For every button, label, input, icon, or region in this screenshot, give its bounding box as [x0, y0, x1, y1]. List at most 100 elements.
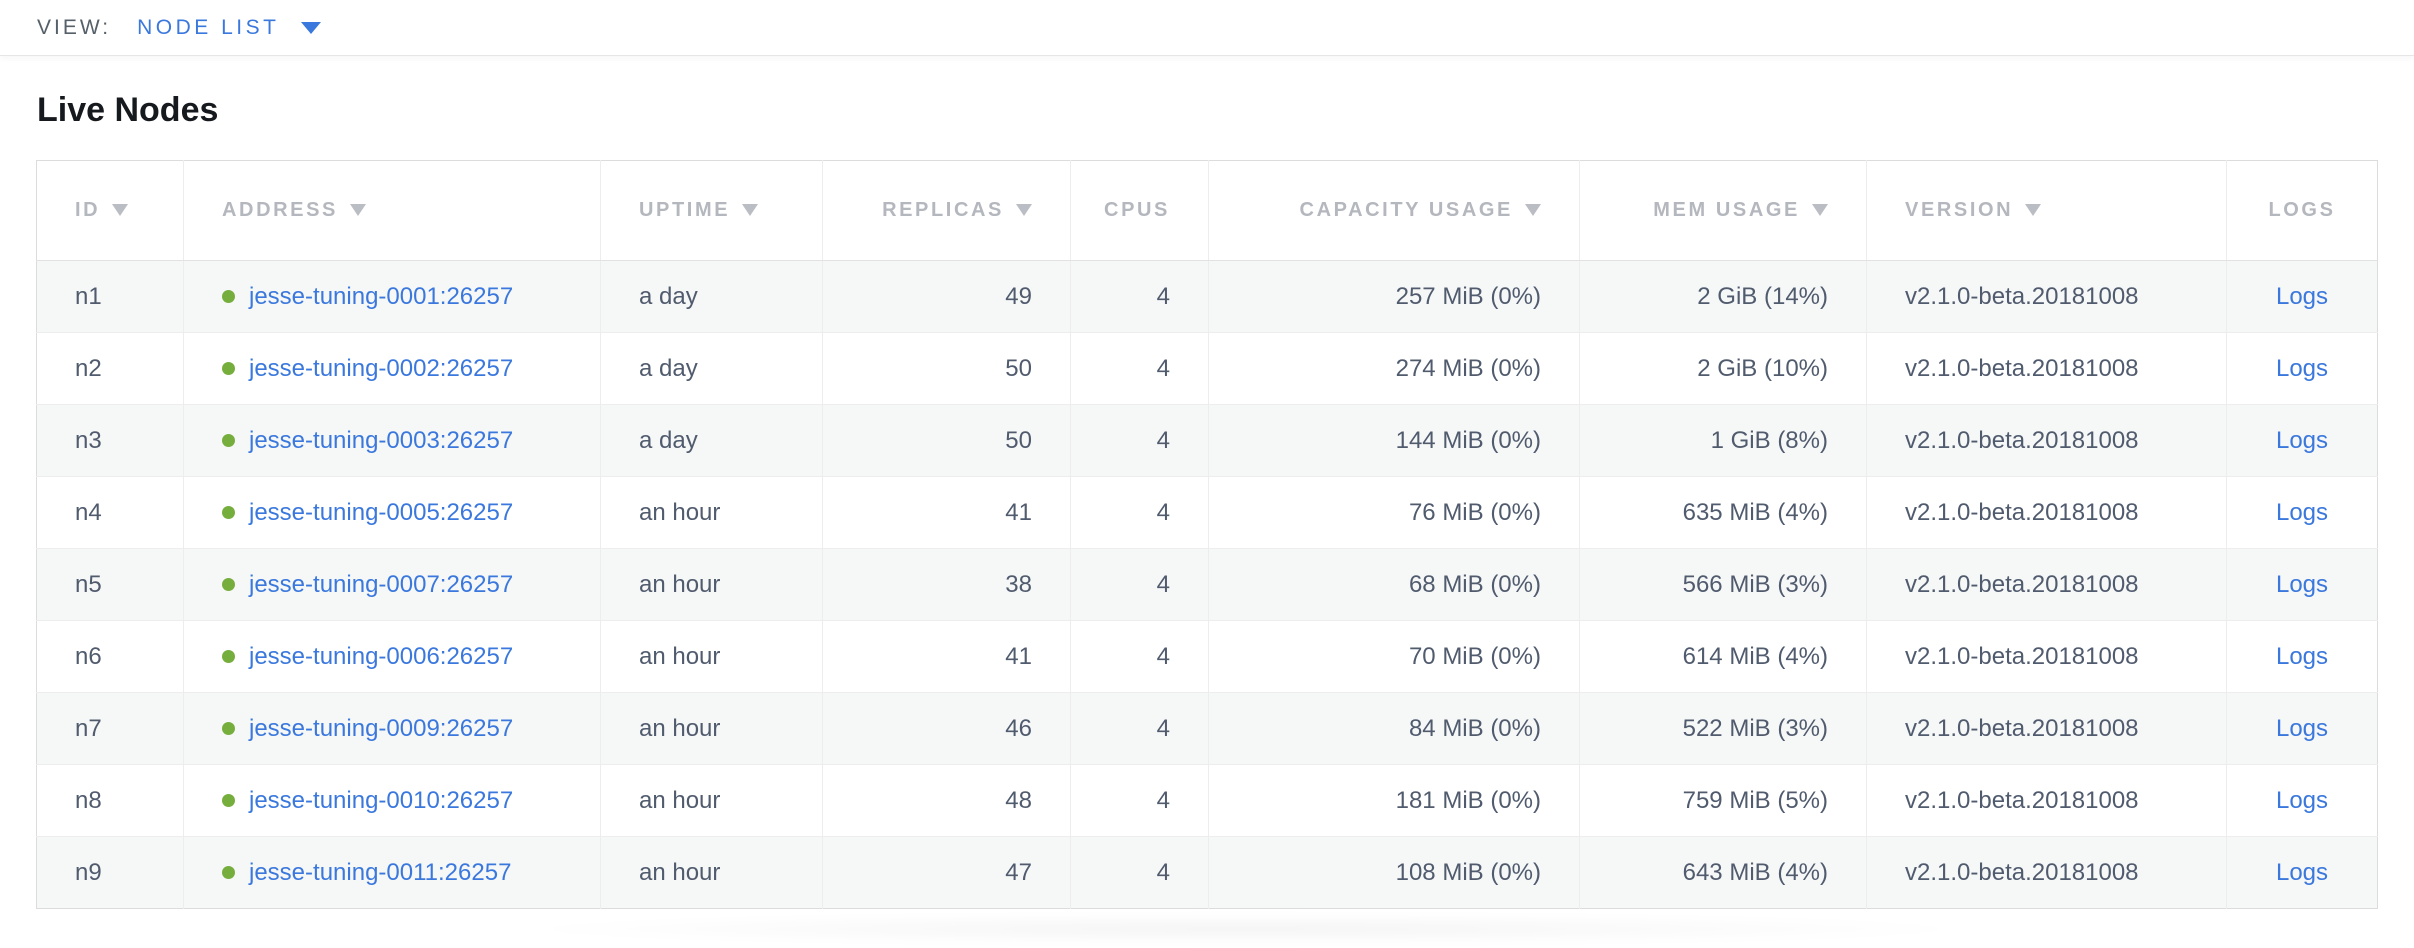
- address-link[interactable]: jesse-tuning-0005:26257: [249, 498, 514, 526]
- cell-id: n6: [36, 620, 184, 693]
- cell-capacity_usage: 274 MiB (0%): [1208, 332, 1580, 405]
- logs-link[interactable]: Logs: [2275, 282, 2329, 310]
- table-row: n5 jesse-tuning-0007:26257 an hour 38 4 68 Mi…: [36, 548, 2378, 621]
- node-live-status-icon: [222, 290, 235, 304]
- view-label: VIEW:: [37, 15, 112, 39]
- cell-address: jesse-tuning-0006:26257: [183, 620, 601, 693]
- sort-desc-icon: [1016, 203, 1032, 216]
- cell-logs: Logs: [2226, 836, 2378, 909]
- cell-logs: Logs: [2226, 332, 2378, 405]
- cell-cpus: 4: [1070, 692, 1209, 765]
- column-header-uptime[interactable]: UPTIME: [600, 160, 823, 261]
- node-live-status-icon: [222, 866, 235, 880]
- logs-link[interactable]: Logs: [2275, 354, 2329, 382]
- cell-cpus: 4: [1070, 260, 1209, 333]
- node-live-status-icon: [222, 434, 235, 448]
- cell-id: n5: [36, 548, 184, 621]
- live-nodes-table: ID ADDRESS UPTIME REPLICAS CPUS CAPACITY USAG…: [36, 160, 2378, 909]
- scroll-shadow: [520, 914, 1970, 944]
- cell-id: n1: [75, 282, 102, 310]
- cell-address: jesse-tuning-0010:26257: [183, 764, 601, 837]
- cell-version: v2.1.0-beta.20181008: [1866, 548, 2227, 621]
- cell-capacity_usage: 70 MiB (0%): [1208, 620, 1580, 693]
- selected-view-label: NODE LIST: [137, 15, 280, 39]
- address-link[interactable]: jesse-tuning-0010:26257: [249, 786, 514, 814]
- cell-id: n2: [36, 332, 184, 405]
- logs-link[interactable]: Logs: [2275, 426, 2329, 454]
- table-row: n9 jesse-tuning-0011:26257 an hour 47 4 108 M…: [36, 836, 2378, 909]
- cell-capacity_usage: 76 MiB (0%): [1208, 476, 1580, 549]
- column-header-replicas[interactable]: REPLICAS: [822, 160, 1071, 261]
- cell-version: v2.1.0-beta.20181008: [1866, 260, 2227, 333]
- cell-cpus: 4: [1070, 476, 1209, 549]
- node-live-status-icon: [222, 650, 235, 664]
- cell-mem_usage: 2 GiB (14%): [1579, 260, 1867, 333]
- cell-address: jesse-tuning-0003:26257: [183, 404, 601, 477]
- cell-mem_usage: 1 GiB (8%): [1579, 404, 1867, 477]
- table-row: n8 jesse-tuning-0010:26257 an hour 48 4 181 M…: [36, 764, 2378, 837]
- cell-id: n8: [36, 764, 184, 837]
- cell-id: n3: [36, 404, 184, 477]
- cell-logs: Logs: [2226, 476, 2378, 549]
- address-link[interactable]: jesse-tuning-0006:26257: [249, 642, 514, 670]
- node-live-status-icon: [222, 578, 235, 592]
- cell-mem_usage: 566 MiB (3%): [1579, 548, 1867, 621]
- table-header-row: ID ADDRESS UPTIME REPLICAS CPUS CAPACITY USAG…: [36, 160, 2378, 261]
- cell-uptime: a day: [600, 404, 823, 477]
- logs-link[interactable]: Logs: [2275, 642, 2329, 670]
- cell-uptime: a day: [600, 260, 823, 333]
- address-link[interactable]: jesse-tuning-0007:26257: [249, 570, 514, 598]
- address-link[interactable]: jesse-tuning-0001:26257: [249, 282, 514, 310]
- sort-desc-icon: [742, 203, 759, 216]
- cell-version: v2.1.0-beta.20181008: [1866, 764, 2227, 837]
- address-cell-content: jesse-tuning-0006:26257: [222, 643, 513, 671]
- column-label: UPTIME: [639, 199, 731, 221]
- cell-uptime: an hour: [600, 836, 823, 909]
- cell-capacity_usage: 68 MiB (0%): [1208, 548, 1580, 621]
- address-link[interactable]: jesse-tuning-0002:26257: [249, 354, 514, 382]
- column-label: CPUS: [1104, 199, 1170, 221]
- cell-version: v2.1.0-beta.20181008: [1866, 404, 2227, 477]
- table-row: n4 jesse-tuning-0005:26257 an hour 41 4 76 Mi…: [36, 476, 2378, 549]
- cell-uptime: an hour: [600, 692, 823, 765]
- node-live-status-icon: [222, 362, 235, 376]
- cell-mem_usage: 614 MiB (4%): [1579, 620, 1867, 693]
- cell-logs: Logs: [2226, 404, 2378, 477]
- address-link[interactable]: jesse-tuning-0009:26257: [249, 714, 514, 742]
- node-live-status-icon: [222, 794, 235, 808]
- column-header-capacity_usage[interactable]: CAPACITY USAGE: [1208, 160, 1580, 261]
- cell-address: jesse-tuning-0001:26257: [183, 260, 601, 333]
- address-link[interactable]: jesse-tuning-0003:26257: [249, 426, 514, 454]
- column-header-version[interactable]: VERSION: [1866, 160, 2227, 261]
- cell-replicas: 50: [822, 332, 1071, 405]
- logs-link[interactable]: Logs: [2275, 714, 2329, 742]
- cell-uptime: an hour: [600, 764, 823, 837]
- cell-logs: Logs: [2226, 620, 2378, 693]
- cell-mem_usage: 522 MiB (3%): [1579, 692, 1867, 765]
- column-header-address[interactable]: ADDRESS: [183, 160, 601, 261]
- cell-mem_usage: 643 MiB (4%): [1579, 836, 1867, 909]
- cell-uptime: an hour: [600, 548, 823, 621]
- cell-replicas: 41: [822, 476, 1071, 549]
- column-header-logs: LOGS: [2226, 160, 2378, 261]
- sort-desc-icon: [1812, 203, 1828, 216]
- sort-desc-icon: [2025, 203, 2042, 216]
- column-header-id[interactable]: ID: [36, 160, 184, 261]
- table-row: n1 jesse-tuning-0001:26257 a day 49 4 257 MiB…: [36, 260, 2378, 333]
- logs-link[interactable]: Logs: [2275, 570, 2329, 598]
- logs-link[interactable]: Logs: [2275, 786, 2329, 814]
- chevron-down-icon: [301, 21, 322, 34]
- cell-address: jesse-tuning-0002:26257: [183, 332, 601, 405]
- cell-uptime: an hour: [600, 620, 823, 693]
- view-selector-dropdown[interactable]: NODE LIST: [137, 15, 322, 40]
- cell-address: jesse-tuning-0011:26257: [183, 836, 601, 909]
- table-body: n1 jesse-tuning-0001:26257 a day 49 4 257 MiB…: [36, 260, 2378, 909]
- logs-link[interactable]: Logs: [2275, 858, 2329, 886]
- logs-link[interactable]: Logs: [2275, 498, 2329, 526]
- column-label: LOGS: [2268, 199, 2336, 221]
- column-header-mem_usage[interactable]: MEM USAGE: [1579, 160, 1867, 261]
- address-cell-content: jesse-tuning-0001:26257: [222, 283, 513, 311]
- cell-logs: Logs: [2226, 764, 2378, 837]
- cell-id: n4: [36, 476, 184, 549]
- address-link[interactable]: jesse-tuning-0011:26257: [249, 858, 512, 886]
